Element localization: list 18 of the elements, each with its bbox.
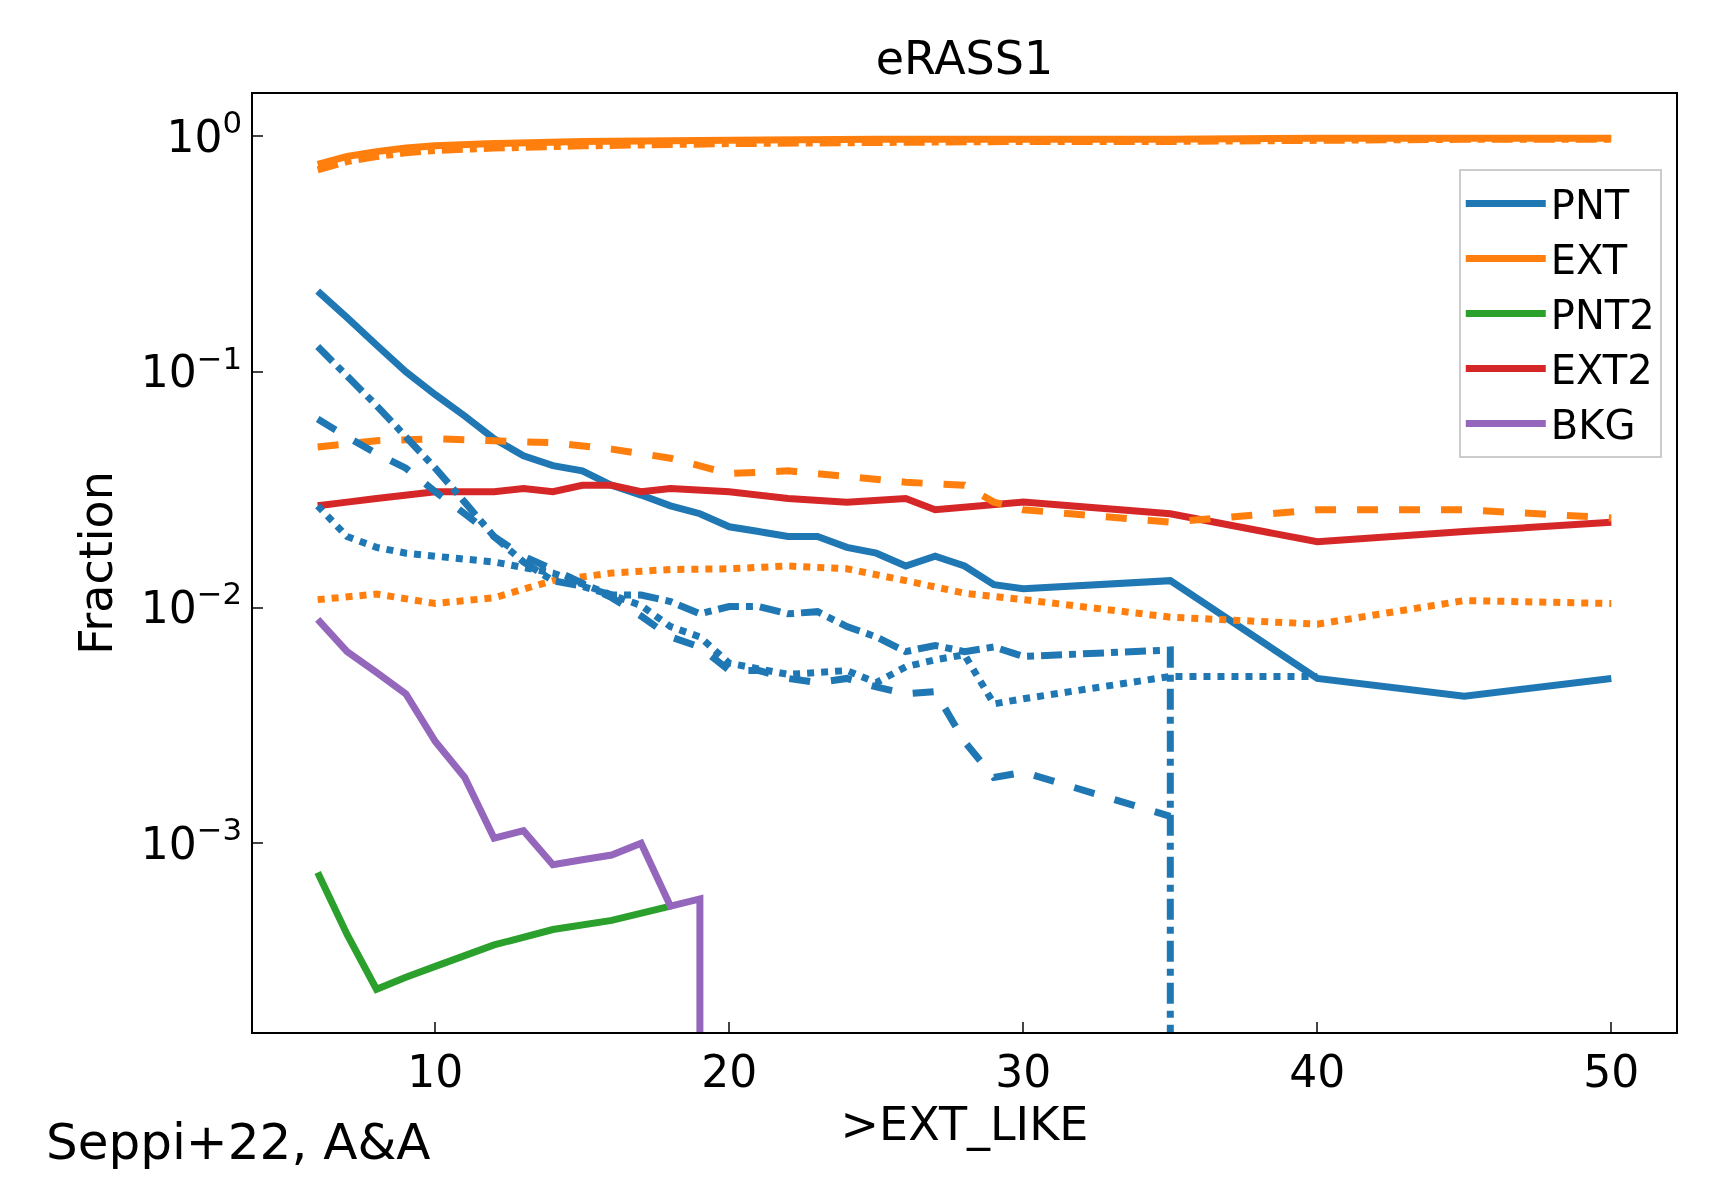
y-tick-label: 10$^{−3}$ bbox=[140, 811, 243, 869]
x-tick-label: 50 bbox=[1583, 1045, 1640, 1097]
legend-label: PNT bbox=[1550, 182, 1630, 229]
legend-label: BKG bbox=[1550, 402, 1636, 449]
x-axis-title: >EXT_LIKE bbox=[840, 1096, 1089, 1151]
x-tick-label: 10 bbox=[407, 1045, 464, 1097]
legend-label: PNT2 bbox=[1550, 292, 1655, 339]
y-tick-label: 10$^{−2}$ bbox=[140, 575, 243, 633]
text: Seppi+22, A&A bbox=[46, 1113, 431, 1171]
x-tick-label: 40 bbox=[1289, 1045, 1346, 1097]
y-axis-title: Fraction bbox=[68, 471, 123, 655]
y-tick-label: 10$^{0}$ bbox=[166, 104, 243, 162]
y-tick-label: 10$^{−1}$ bbox=[140, 339, 243, 398]
chart-title: eRASS1 bbox=[875, 31, 1054, 86]
x-tick-label: 20 bbox=[701, 1045, 758, 1097]
legend-label: EXT2 bbox=[1550, 347, 1653, 394]
x-tick-label: 30 bbox=[995, 1045, 1052, 1097]
legend-label: EXT bbox=[1550, 237, 1628, 284]
